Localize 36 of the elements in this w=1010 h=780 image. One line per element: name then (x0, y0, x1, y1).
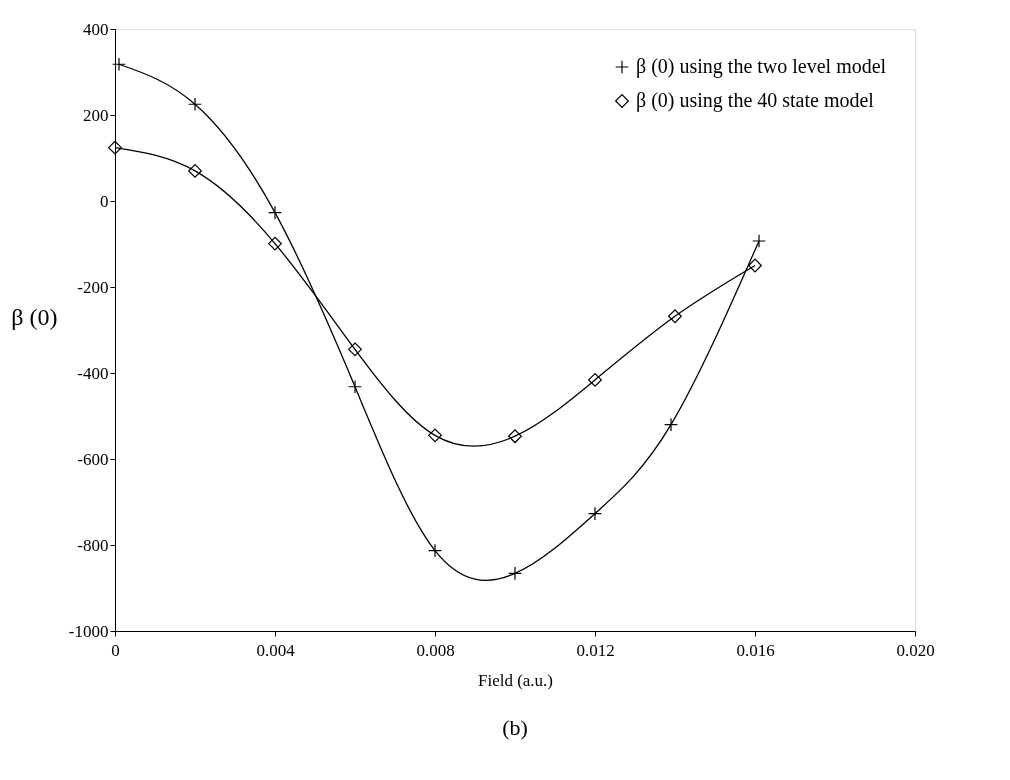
x-tick-label: 0.004 (256, 640, 296, 660)
x-tick-label: 0.012 (576, 640, 615, 660)
point (664, 417, 678, 432)
point (748, 258, 762, 273)
y-tick-label: -1000 (68, 621, 109, 641)
point (508, 429, 522, 444)
point (588, 372, 602, 387)
point (112, 57, 126, 72)
point (108, 140, 122, 155)
point (508, 566, 522, 581)
x-tick-label: 0.020 (896, 640, 935, 660)
y-tick-label: 400 (83, 19, 109, 39)
point (268, 205, 282, 220)
y-tick-label: -600 (77, 449, 109, 469)
point (752, 234, 766, 248)
y-tick-label: 200 (83, 105, 109, 125)
point (668, 309, 682, 324)
point (348, 379, 362, 394)
point (188, 163, 202, 178)
x-axis-title: Field (a.u.) (477, 670, 554, 690)
point (188, 97, 202, 112)
x-tick-label: 0.016 (736, 640, 775, 660)
point (348, 342, 362, 357)
point (428, 428, 442, 443)
text: (b) (502, 715, 528, 740)
y-tick-label: -200 (77, 277, 109, 297)
legend-label: β (0) using the two level model (636, 55, 887, 78)
y-tick-label: 0 (100, 191, 109, 211)
point (428, 543, 442, 558)
y-axis-title: β (0) (11, 303, 58, 330)
y-tick-label: -800 (77, 535, 109, 555)
point (268, 236, 282, 251)
y-tick-label: -400 (77, 363, 109, 383)
legend-label: β (0) using the 40 state model (636, 89, 875, 112)
x-tick-label: 0.008 (416, 640, 455, 660)
point (588, 506, 602, 521)
